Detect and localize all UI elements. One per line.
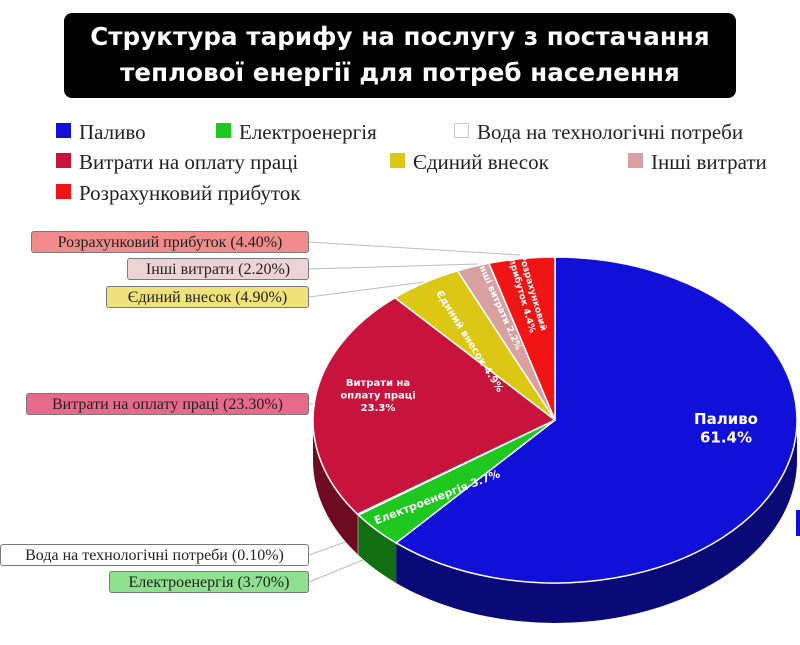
pie-side-water bbox=[357, 514, 359, 555]
callout-labor: Витрати на оплату праці (23.30%) bbox=[26, 393, 309, 415]
legend-swatch-profit bbox=[56, 183, 71, 199]
legend-swatch-electricity bbox=[216, 122, 231, 138]
chart-title-line-2: теплової енергії для потреб населення bbox=[120, 58, 680, 87]
callout-electricity: Електроенергія (3.70%) bbox=[109, 571, 309, 593]
chart-title: Структура тарифу на послугу з постачання… bbox=[64, 13, 736, 98]
legend-swatch-social bbox=[390, 152, 405, 168]
legend-swatch-fuel bbox=[56, 122, 71, 138]
legend-item-other: Інші витрати bbox=[628, 147, 767, 175]
callout-water: Вода на технологічні потреби (0.10%) bbox=[0, 544, 309, 566]
leader-line-social bbox=[308, 279, 441, 298]
slice-label-line: Паливо bbox=[694, 410, 758, 428]
legend-label: Електроенергія bbox=[239, 120, 377, 145]
legend-item-labor: Витрати на оплату праці bbox=[56, 147, 299, 175]
right-edge-mark bbox=[796, 510, 800, 536]
pie-slice-labor bbox=[312, 296, 557, 516]
callout-social: Єдиний внесок (4.90%) bbox=[106, 286, 309, 308]
pie-tops bbox=[312, 256, 798, 584]
legend-label: Єдиний внесок bbox=[413, 150, 549, 175]
callout-text: Інші витрати (2.20%) bbox=[145, 261, 291, 278]
pie-side-labor bbox=[313, 420, 358, 555]
legend-label: Інші витрати bbox=[651, 150, 767, 175]
legend-swatch-labor bbox=[56, 152, 71, 168]
legend-swatch-water bbox=[454, 122, 469, 138]
pie-side-electricity bbox=[358, 514, 397, 583]
slice-label-labor: Витрати на оплату праці 23.3% bbox=[340, 378, 415, 414]
legend-item-electricity: Електроенергія bbox=[216, 117, 377, 145]
callout-text: Електроенергія (3.70%) bbox=[128, 574, 290, 591]
legend-swatch-other bbox=[628, 152, 643, 168]
chart-title-line-1: Структура тарифу на послугу з постачання bbox=[90, 22, 710, 51]
legend-item-fuel: Паливо bbox=[56, 117, 146, 145]
pie-side-fuel bbox=[396, 420, 797, 624]
callout-text: Єдиний внесок (4.90%) bbox=[127, 289, 288, 306]
callout-other: Інші витрати (2.20%) bbox=[127, 258, 309, 280]
legend: Паливо Електроенергія Вода на технологіч… bbox=[0, 0, 800, 210]
callout-text: Витрати на оплату праці (23.30%) bbox=[52, 396, 283, 413]
pie-slice-profit bbox=[487, 256, 556, 421]
legend-item-social: Єдиний внесок bbox=[390, 147, 549, 175]
legend-label: Паливо bbox=[79, 120, 146, 145]
callout-text: Вода на технологічні потреби (0.10%) bbox=[25, 547, 284, 564]
slice-label-line: Витрати на bbox=[346, 378, 410, 389]
legend-item-water: Вода на технологічні потреби bbox=[454, 117, 744, 145]
slice-label-line: 23.3% bbox=[361, 403, 396, 414]
callout-profit: Розрахунковий прибуток (4.40%) bbox=[31, 231, 309, 253]
slice-label-fuel: Паливо 61.4% bbox=[694, 410, 758, 447]
slice-label-line: 61.4% bbox=[700, 429, 752, 447]
pie-slice-fuel bbox=[394, 256, 798, 584]
callout-text: Розрахунковий прибуток (4.40%) bbox=[57, 234, 283, 251]
leader-line-profit bbox=[308, 241, 521, 256]
slice-label-line: оплату праці bbox=[340, 391, 415, 402]
legend-label: Вода на технологічні потреби bbox=[477, 120, 744, 145]
legend-item-profit: Розрахунковий прибуток bbox=[56, 178, 301, 206]
pie-sides bbox=[313, 420, 797, 624]
legend-label: Витрати на оплату праці bbox=[79, 150, 299, 175]
legend-label: Розрахунковий прибуток bbox=[79, 181, 301, 206]
leader-line-other bbox=[308, 263, 479, 270]
